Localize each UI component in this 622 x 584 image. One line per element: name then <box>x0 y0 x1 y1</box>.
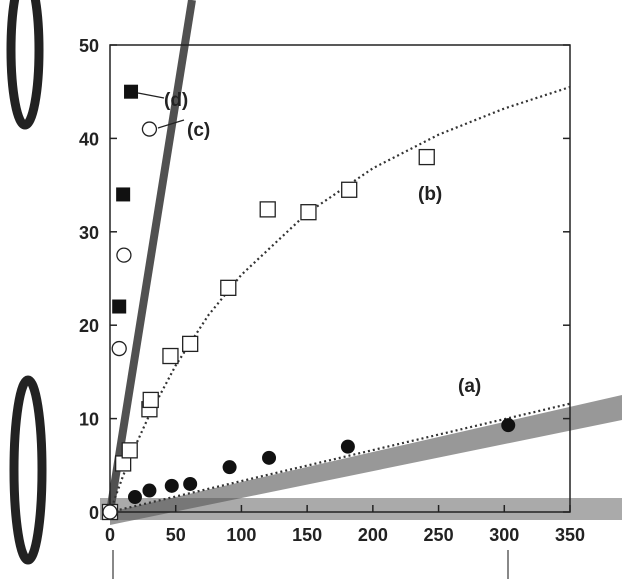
point-open-circle <box>111 340 127 357</box>
data-points <box>101 84 516 521</box>
fit-line <box>109 402 571 514</box>
point-filled-circle <box>222 460 237 475</box>
point-open-square <box>142 391 159 409</box>
point-open-square <box>182 335 199 353</box>
point-filled-circle <box>501 418 516 433</box>
x-tick-label: 0 <box>105 525 115 545</box>
point-filled-square <box>124 84 139 99</box>
point-filled-square <box>116 187 131 202</box>
point-filled-circle <box>142 483 157 498</box>
artifact-band-a <box>110 395 622 525</box>
point-filled-circle <box>127 490 142 505</box>
artifact-ellipse-top <box>6 0 44 130</box>
image-artifacts <box>6 0 622 579</box>
y-tick-label: 50 <box>79 36 99 56</box>
label-c: (c) <box>187 120 210 141</box>
point-filled-circle <box>164 478 179 493</box>
point-open-square <box>300 204 317 221</box>
point-open-square <box>259 201 276 218</box>
x-tick-label: 100 <box>226 525 256 545</box>
point-open-square <box>121 442 138 459</box>
point-filled-circle <box>340 439 355 454</box>
y-tick-label: 40 <box>79 129 99 149</box>
series-labels: (a) (b) (c) (d) <box>137 90 481 397</box>
point-open-circle <box>116 247 132 263</box>
point-open-circle <box>141 121 158 137</box>
point-open-square <box>220 279 237 296</box>
x-tick-label: 200 <box>358 525 388 545</box>
y-tick-label: 20 <box>79 316 99 336</box>
x-tick-label: 150 <box>292 525 322 545</box>
fit-lines <box>108 85 571 514</box>
plot-frame <box>109 44 571 513</box>
leader-d <box>137 92 165 99</box>
label-b: (b) <box>418 184 442 205</box>
y-tick-label: 30 <box>79 223 99 243</box>
fit-line <box>108 85 571 513</box>
artifact-diagonal-band <box>106 0 196 513</box>
artifact-ellipse-bottom <box>9 375 47 565</box>
label-a: (a) <box>458 376 481 397</box>
y-tick-label: 0 <box>89 503 99 523</box>
leader-c <box>157 119 185 129</box>
x-tick-label: 350 <box>555 525 585 545</box>
x-tick-label: 50 <box>166 525 186 545</box>
point-filled-square <box>112 299 127 314</box>
x-tick-label: 300 <box>489 525 519 545</box>
artifact-band-bottom <box>100 498 622 520</box>
label-d: (d) <box>164 90 188 111</box>
point-filled-circle <box>262 450 277 465</box>
x-tick-label: 250 <box>424 525 454 545</box>
y-tick-label: 10 <box>79 410 99 430</box>
point-open-square <box>418 148 435 166</box>
point-open-square <box>162 347 179 365</box>
point-open-square <box>341 181 358 198</box>
point-open-circle <box>102 504 118 520</box>
point-filled-circle <box>183 476 198 491</box>
axes: 0 50 100 150 200 250 300 350 0 10 20 30 40 50 <box>79 36 585 545</box>
